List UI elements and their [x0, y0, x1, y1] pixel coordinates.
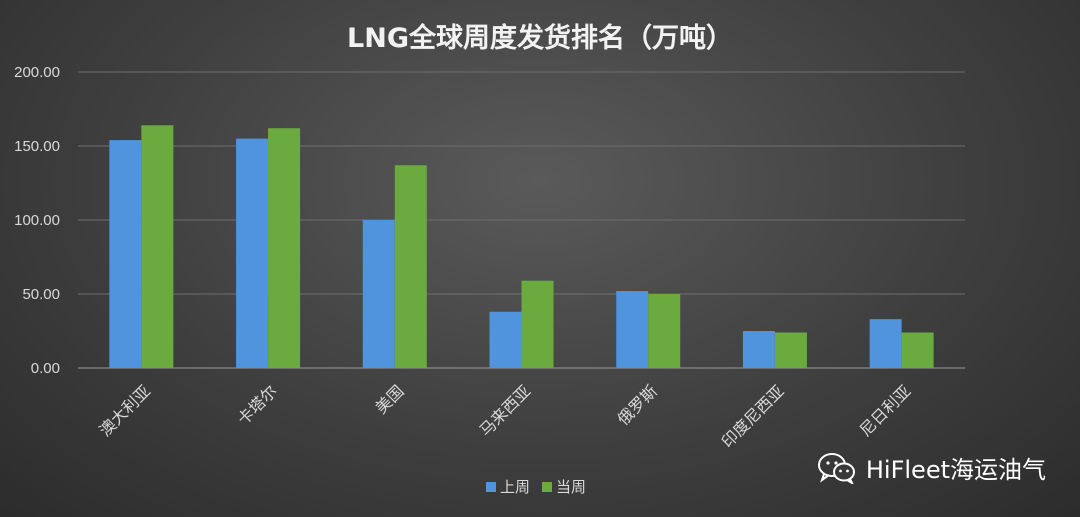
bar-0-5 — [742, 331, 775, 368]
bar-1-6 — [901, 332, 934, 368]
x-axis-categories: 澳大利亚 卡塔尔 美国 马来西亚 俄罗斯 印度尼西亚 尼日利亚 — [95, 381, 914, 451]
bar-1-1 — [268, 128, 301, 368]
bar-0-1 — [236, 138, 269, 368]
y-tick-label: 100.00 — [14, 212, 60, 229]
x-category-label: 马来西亚 — [476, 381, 535, 440]
bar-0-2 — [362, 220, 395, 368]
legend-swatch — [486, 482, 496, 492]
y-tick-label: 0.00 — [31, 360, 60, 377]
chart-title: LNG全球周度发货排名（万吨） — [347, 22, 733, 54]
legend-label: 当周 — [556, 478, 586, 496]
y-tick-label: 50.00 — [22, 286, 60, 303]
legend-swatch — [542, 482, 552, 492]
wechat-icon — [817, 452, 855, 484]
x-category-label: 俄罗斯 — [614, 381, 661, 428]
bar-1-5 — [774, 332, 807, 368]
bars — [109, 125, 934, 368]
legend: 上周 当周 — [486, 478, 586, 496]
y-tick-label: 150.00 — [14, 138, 60, 155]
bar-0-6 — [869, 319, 902, 368]
x-category-label: 澳大利亚 — [95, 381, 154, 440]
bar-0-3 — [489, 311, 522, 368]
x-category-label: 美国 — [372, 381, 408, 417]
gridlines — [78, 71, 965, 369]
legend-label: 上周 — [500, 478, 530, 496]
bar-1-2 — [394, 165, 427, 368]
watermark-text: HiFleet海运油气 — [865, 456, 1046, 484]
y-tick-label: 200.00 — [14, 64, 60, 81]
bar-1-3 — [521, 280, 554, 368]
y-axis-ticks: 0.00 50.00 100.00 150.00 200.00 — [14, 64, 60, 377]
bar-0-0 — [109, 140, 142, 368]
watermark: HiFleet海运油气 — [817, 450, 1046, 485]
bar-0-4 — [616, 291, 649, 368]
x-category-label: 印度尼西亚 — [718, 381, 788, 451]
x-category-label: 卡塔尔 — [234, 381, 281, 428]
x-category-label: 尼日利亚 — [856, 381, 915, 440]
bar-1-0 — [141, 125, 174, 368]
bar-1-4 — [648, 294, 681, 368]
